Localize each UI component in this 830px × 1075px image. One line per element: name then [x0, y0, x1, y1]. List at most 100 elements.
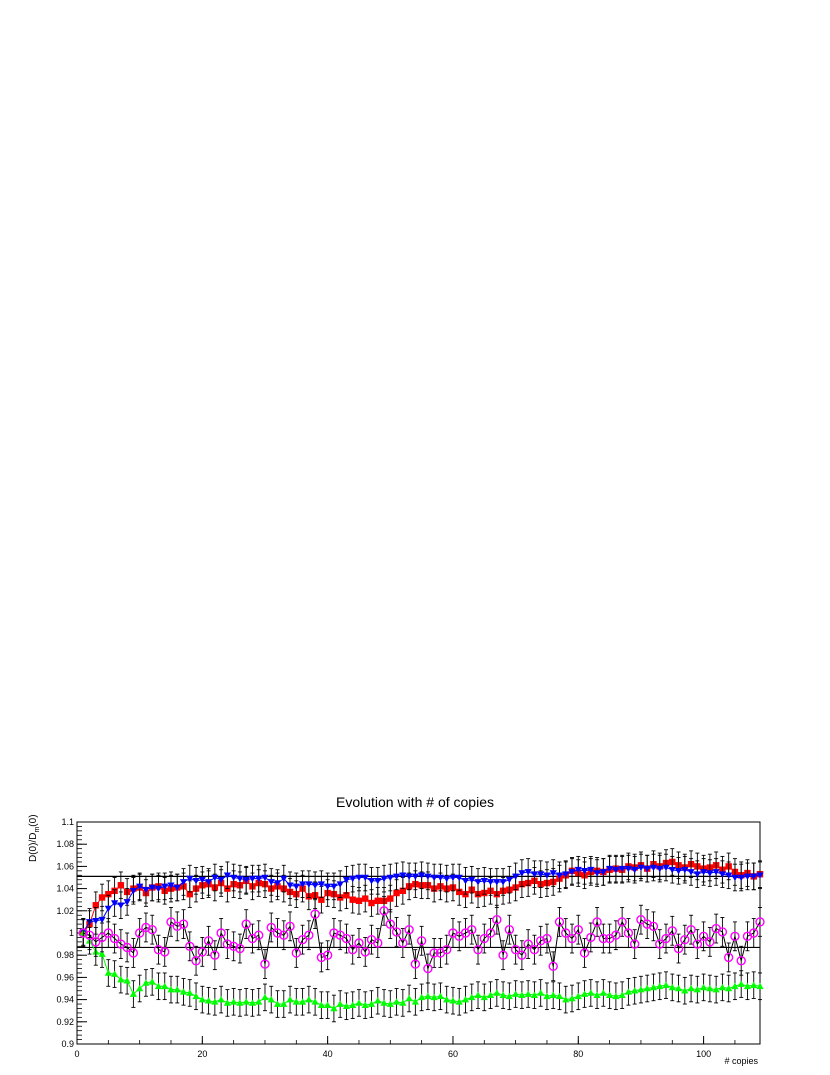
data-point — [643, 865, 651, 873]
data-point — [136, 984, 144, 992]
data-point — [198, 876, 206, 884]
data-point — [743, 873, 752, 880]
data-point — [123, 899, 131, 906]
data-point — [297, 934, 308, 945]
data-point — [568, 869, 576, 876]
data-point — [98, 950, 106, 957]
data-point — [386, 1000, 394, 1007]
data-point — [261, 874, 269, 882]
data-point — [154, 982, 163, 990]
data-point — [160, 947, 170, 957]
data-point — [399, 887, 407, 895]
data-point — [204, 997, 213, 1004]
data-point — [380, 999, 388, 1006]
data-point — [374, 897, 381, 905]
data-point — [235, 943, 245, 954]
data-point — [186, 890, 193, 898]
data-point — [573, 924, 583, 935]
data-point — [399, 872, 407, 879]
data-point — [317, 1001, 325, 1008]
data-point — [336, 1000, 344, 1007]
data-point — [623, 928, 634, 938]
y-tick-label: 1.1 — [61, 817, 74, 827]
data-point — [543, 872, 551, 879]
data-point — [204, 879, 213, 886]
data-point — [110, 970, 119, 977]
data-point — [617, 917, 627, 927]
data-point — [399, 999, 407, 1006]
data-point — [211, 874, 219, 882]
x-tick-label: 100 — [696, 1049, 711, 1059]
x-tick-label: 20 — [197, 1049, 207, 1059]
y-tick-label: 0.98 — [56, 950, 74, 960]
data-point — [203, 936, 214, 946]
data-point — [374, 997, 382, 1004]
data-point — [555, 872, 564, 879]
data-point — [537, 871, 545, 878]
data-point — [548, 961, 558, 971]
data-point — [336, 881, 344, 888]
data-point — [493, 989, 501, 996]
x-tick-label: 0 — [74, 1049, 79, 1059]
data-point — [342, 1002, 351, 1010]
data-point — [329, 928, 339, 938]
data-point — [474, 879, 482, 886]
data-point — [579, 948, 590, 958]
data-point — [706, 870, 714, 877]
data-point — [416, 936, 427, 946]
data-point — [480, 993, 488, 1001]
data-point — [330, 883, 338, 890]
y-tick-label: 0.96 — [56, 972, 74, 982]
data-point — [648, 921, 659, 932]
data-point — [649, 983, 658, 991]
data-point — [706, 984, 714, 992]
data-point — [649, 864, 658, 872]
data-point — [279, 930, 289, 940]
data-point — [468, 876, 476, 884]
data-point — [599, 989, 607, 996]
data-point — [505, 992, 513, 1000]
data-point — [341, 933, 352, 944]
data-point — [362, 895, 369, 902]
data-point — [656, 865, 664, 873]
data-point — [273, 1000, 282, 1007]
data-point — [567, 933, 577, 944]
data-point — [530, 871, 539, 878]
data-point — [674, 984, 683, 992]
data-point — [461, 996, 470, 1003]
data-point — [311, 998, 319, 1005]
data-point — [606, 991, 614, 998]
data-point — [217, 876, 225, 884]
data-point — [430, 993, 438, 1001]
data-point — [148, 978, 156, 985]
data-point — [186, 875, 194, 883]
data-point — [172, 921, 182, 932]
plot-frame — [76, 821, 761, 1045]
data-point — [443, 996, 451, 1003]
data-point — [673, 943, 684, 954]
data-point — [260, 959, 270, 969]
data-point — [430, 874, 438, 882]
data-point — [631, 987, 639, 994]
data-point — [192, 992, 200, 1000]
data-point — [530, 991, 539, 998]
data-point — [173, 884, 181, 892]
data-point — [492, 914, 502, 925]
data-point — [167, 986, 175, 993]
data-point — [693, 871, 701, 878]
data-point — [305, 996, 313, 1003]
data-point — [611, 930, 621, 940]
data-point — [498, 950, 508, 960]
data-point — [285, 921, 295, 932]
data-point — [656, 982, 664, 990]
data-point — [517, 950, 527, 960]
data-point — [136, 883, 144, 890]
data-point — [405, 994, 413, 1002]
data-point — [280, 1000, 288, 1007]
data-point — [316, 952, 327, 963]
data-point — [368, 899, 375, 907]
data-point — [197, 947, 208, 957]
data-point — [592, 917, 602, 927]
data-point — [455, 998, 463, 1005]
